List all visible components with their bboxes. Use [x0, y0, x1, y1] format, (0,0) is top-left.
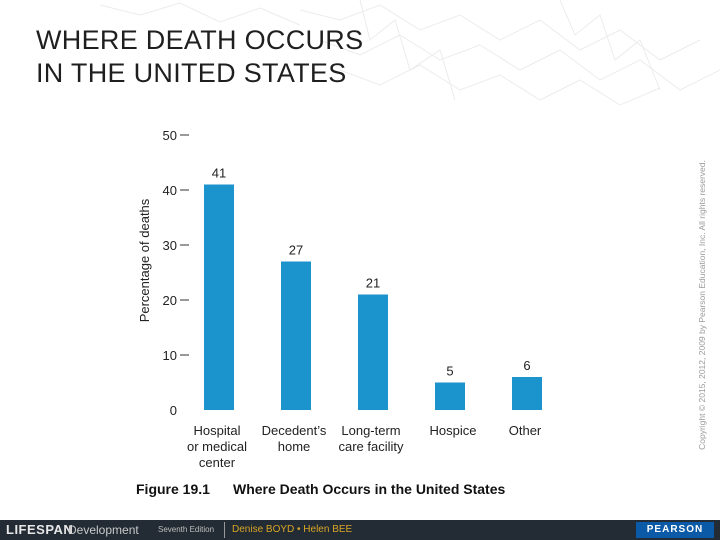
bar: [512, 377, 542, 410]
footer-edition: Seventh Edition: [158, 525, 215, 534]
x-category-label: Hospice: [430, 423, 477, 438]
y-tick-label: 20: [163, 293, 177, 308]
slide-title-line-2: IN THE UNITED STATES: [36, 58, 347, 88]
bar: [281, 261, 311, 410]
bar-value-label: 21: [366, 276, 380, 291]
slide-title-line-1: WHERE DEATH OCCURS: [36, 25, 364, 55]
y-tick-label: 30: [163, 238, 177, 253]
figure-caption: Where Death Occurs in the United States: [233, 481, 505, 497]
bar: [435, 382, 465, 410]
x-category-label: Decedent’s: [262, 423, 327, 438]
footer-divider: [224, 522, 225, 538]
data-labels: 41 27 21 5 6: [212, 166, 531, 379]
bar-value-label: 41: [212, 166, 226, 181]
bar-value-label: 27: [289, 243, 303, 258]
x-category-label: Other: [509, 423, 542, 438]
bar-value-label: 5: [446, 364, 453, 379]
pearson-logo: PEARSON: [636, 522, 714, 538]
bars: [204, 184, 542, 410]
x-category-label: care facility: [338, 439, 404, 454]
x-category-label: home: [278, 439, 311, 454]
copyright-text: Copyright © 2015, 2012, 2009 by Pearson …: [697, 160, 707, 450]
x-category-label: Hospital: [194, 423, 241, 438]
y-axis-label: Percentage of deaths: [137, 198, 152, 322]
bar: [204, 184, 234, 410]
y-tick-label: 50: [163, 128, 177, 143]
bar: [358, 294, 388, 410]
footer-authors: Denise BOYD • Helen BEE: [232, 524, 353, 535]
slide-title: WHERE DEATH OCCURS IN THE UNITED STATES: [36, 24, 456, 90]
figure-label: Figure 19.1: [136, 481, 210, 497]
y-tick-label: 10: [163, 348, 177, 363]
copyright-notice: Copyright © 2015, 2012, 2009 by Pearson …: [692, 90, 712, 520]
footer-brand-sub: Development: [68, 523, 139, 537]
background-pattern: [99, 0, 720, 106]
x-category-label: center: [199, 455, 236, 470]
bar-value-label: 6: [523, 358, 530, 373]
y-axis: 0 10 20 30 40 50: [163, 128, 189, 418]
footer-bar: LIFESPAN Development Seventh Edition Den…: [0, 520, 720, 540]
y-tick-label: 40: [163, 183, 177, 198]
y-tick-label: 0: [170, 403, 177, 418]
x-category-label: or medical: [187, 439, 247, 454]
footer-brand: LIFESPAN: [6, 522, 74, 537]
x-category-label: Long-term: [341, 423, 400, 438]
